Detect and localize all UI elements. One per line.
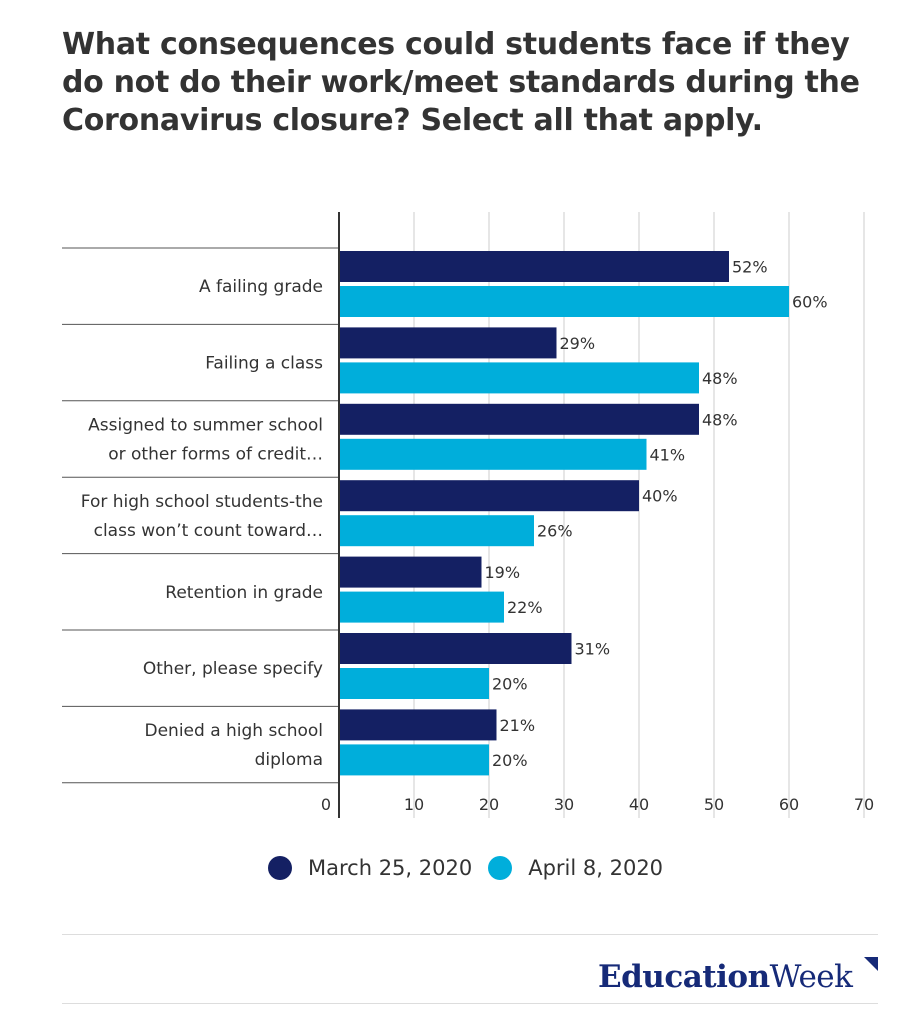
category-label: diploma bbox=[255, 750, 323, 770]
bar-march[interactable] bbox=[339, 633, 572, 664]
bar-value-label: 40% bbox=[642, 487, 678, 506]
bar-march[interactable] bbox=[339, 403, 699, 435]
bar-labels: 52% 60% 29% 48% 48% 41% 40% 26% 19% 22% 31% 20% 21% 2… bbox=[485, 258, 828, 770]
bar-april[interactable] bbox=[339, 286, 789, 317]
bar-april[interactable] bbox=[339, 362, 699, 394]
bar-march[interactable] bbox=[339, 251, 729, 282]
x-tick-label: 0 bbox=[321, 795, 331, 814]
category-label: Assigned to summer school bbox=[88, 416, 323, 436]
legend-label-march: March 25, 2020 bbox=[308, 856, 473, 880]
bar-value-label: 31% bbox=[575, 640, 611, 659]
category-labels: A failing grade Failing a class Assigned t… bbox=[81, 277, 323, 770]
category-label: A failing grade bbox=[199, 277, 323, 297]
x-tick-labels: 0 10 20 30 40 50 60 70 bbox=[321, 795, 874, 814]
bar-value-label: 26% bbox=[537, 522, 573, 541]
legend: March 25, 2020 April 8, 2020 bbox=[268, 856, 679, 880]
legend-swatch-march bbox=[268, 856, 292, 880]
bar-value-label: 19% bbox=[485, 563, 521, 582]
x-tick-label: 50 bbox=[704, 795, 724, 814]
x-tick-label: 10 bbox=[404, 795, 424, 814]
chart-title: What consequences could students face if… bbox=[62, 27, 860, 138]
category-label: Other, please specify bbox=[143, 659, 323, 679]
bar-march[interactable] bbox=[339, 327, 557, 359]
footer-divider-top bbox=[62, 934, 878, 935]
bar-april[interactable] bbox=[339, 438, 647, 470]
logo-part-week: Week bbox=[769, 959, 853, 995]
footer-divider-bottom bbox=[62, 1003, 878, 1004]
category-label: or other forms of credit… bbox=[108, 445, 323, 465]
x-tick-label: 40 bbox=[629, 795, 649, 814]
category-label: Retention in grade bbox=[165, 583, 323, 603]
legend-label-april: April 8, 2020 bbox=[528, 856, 664, 880]
legend-swatch-april bbox=[488, 856, 513, 880]
bar-value-label: 20% bbox=[492, 675, 528, 694]
bar-april[interactable] bbox=[339, 515, 534, 547]
legend-item-march[interactable]: March 25, 2020 bbox=[268, 856, 472, 880]
bar-value-label: 29% bbox=[560, 334, 596, 353]
bar-chart: 52% 60% 29% 48% 48% 41% 40% 26% 19% 22% 31% 20% 21% 2… bbox=[62, 212, 874, 818]
category-label: class won’t count toward… bbox=[94, 521, 323, 541]
x-tick-label: 60 bbox=[779, 795, 799, 814]
x-tick-label: 20 bbox=[479, 795, 499, 814]
bar-value-label: 41% bbox=[650, 445, 686, 464]
bar-value-label: 21% bbox=[500, 716, 536, 735]
x-tick-label: 30 bbox=[554, 795, 574, 814]
bar-march[interactable] bbox=[339, 480, 639, 512]
education-week-logo[interactable]: EducationWeek bbox=[598, 957, 882, 1001]
bars bbox=[339, 251, 789, 776]
bar-value-label: 48% bbox=[702, 369, 738, 388]
logo-part-education: Education bbox=[598, 959, 770, 995]
bar-value-label: 60% bbox=[792, 293, 828, 312]
x-tick-label: 70 bbox=[854, 795, 874, 814]
bar-value-label: 52% bbox=[732, 258, 768, 277]
bar-april[interactable] bbox=[339, 591, 504, 623]
logo-wordmark: EducationWeek bbox=[598, 959, 853, 995]
bar-value-label: 48% bbox=[702, 410, 738, 429]
bar-march[interactable] bbox=[339, 709, 497, 741]
bar-april[interactable] bbox=[339, 744, 489, 776]
category-separators bbox=[62, 247, 339, 784]
logo-corner-mark bbox=[864, 957, 878, 971]
category-label: Failing a class bbox=[205, 354, 323, 374]
bar-value-label: 22% bbox=[507, 598, 543, 617]
legend-item-april[interactable]: April 8, 2020 bbox=[488, 856, 663, 880]
bar-april[interactable] bbox=[339, 668, 489, 699]
bar-march[interactable] bbox=[339, 556, 482, 588]
bar-value-label: 20% bbox=[492, 751, 528, 770]
category-label: For high school students-the bbox=[81, 492, 323, 512]
category-label: Denied a high school bbox=[145, 721, 324, 741]
